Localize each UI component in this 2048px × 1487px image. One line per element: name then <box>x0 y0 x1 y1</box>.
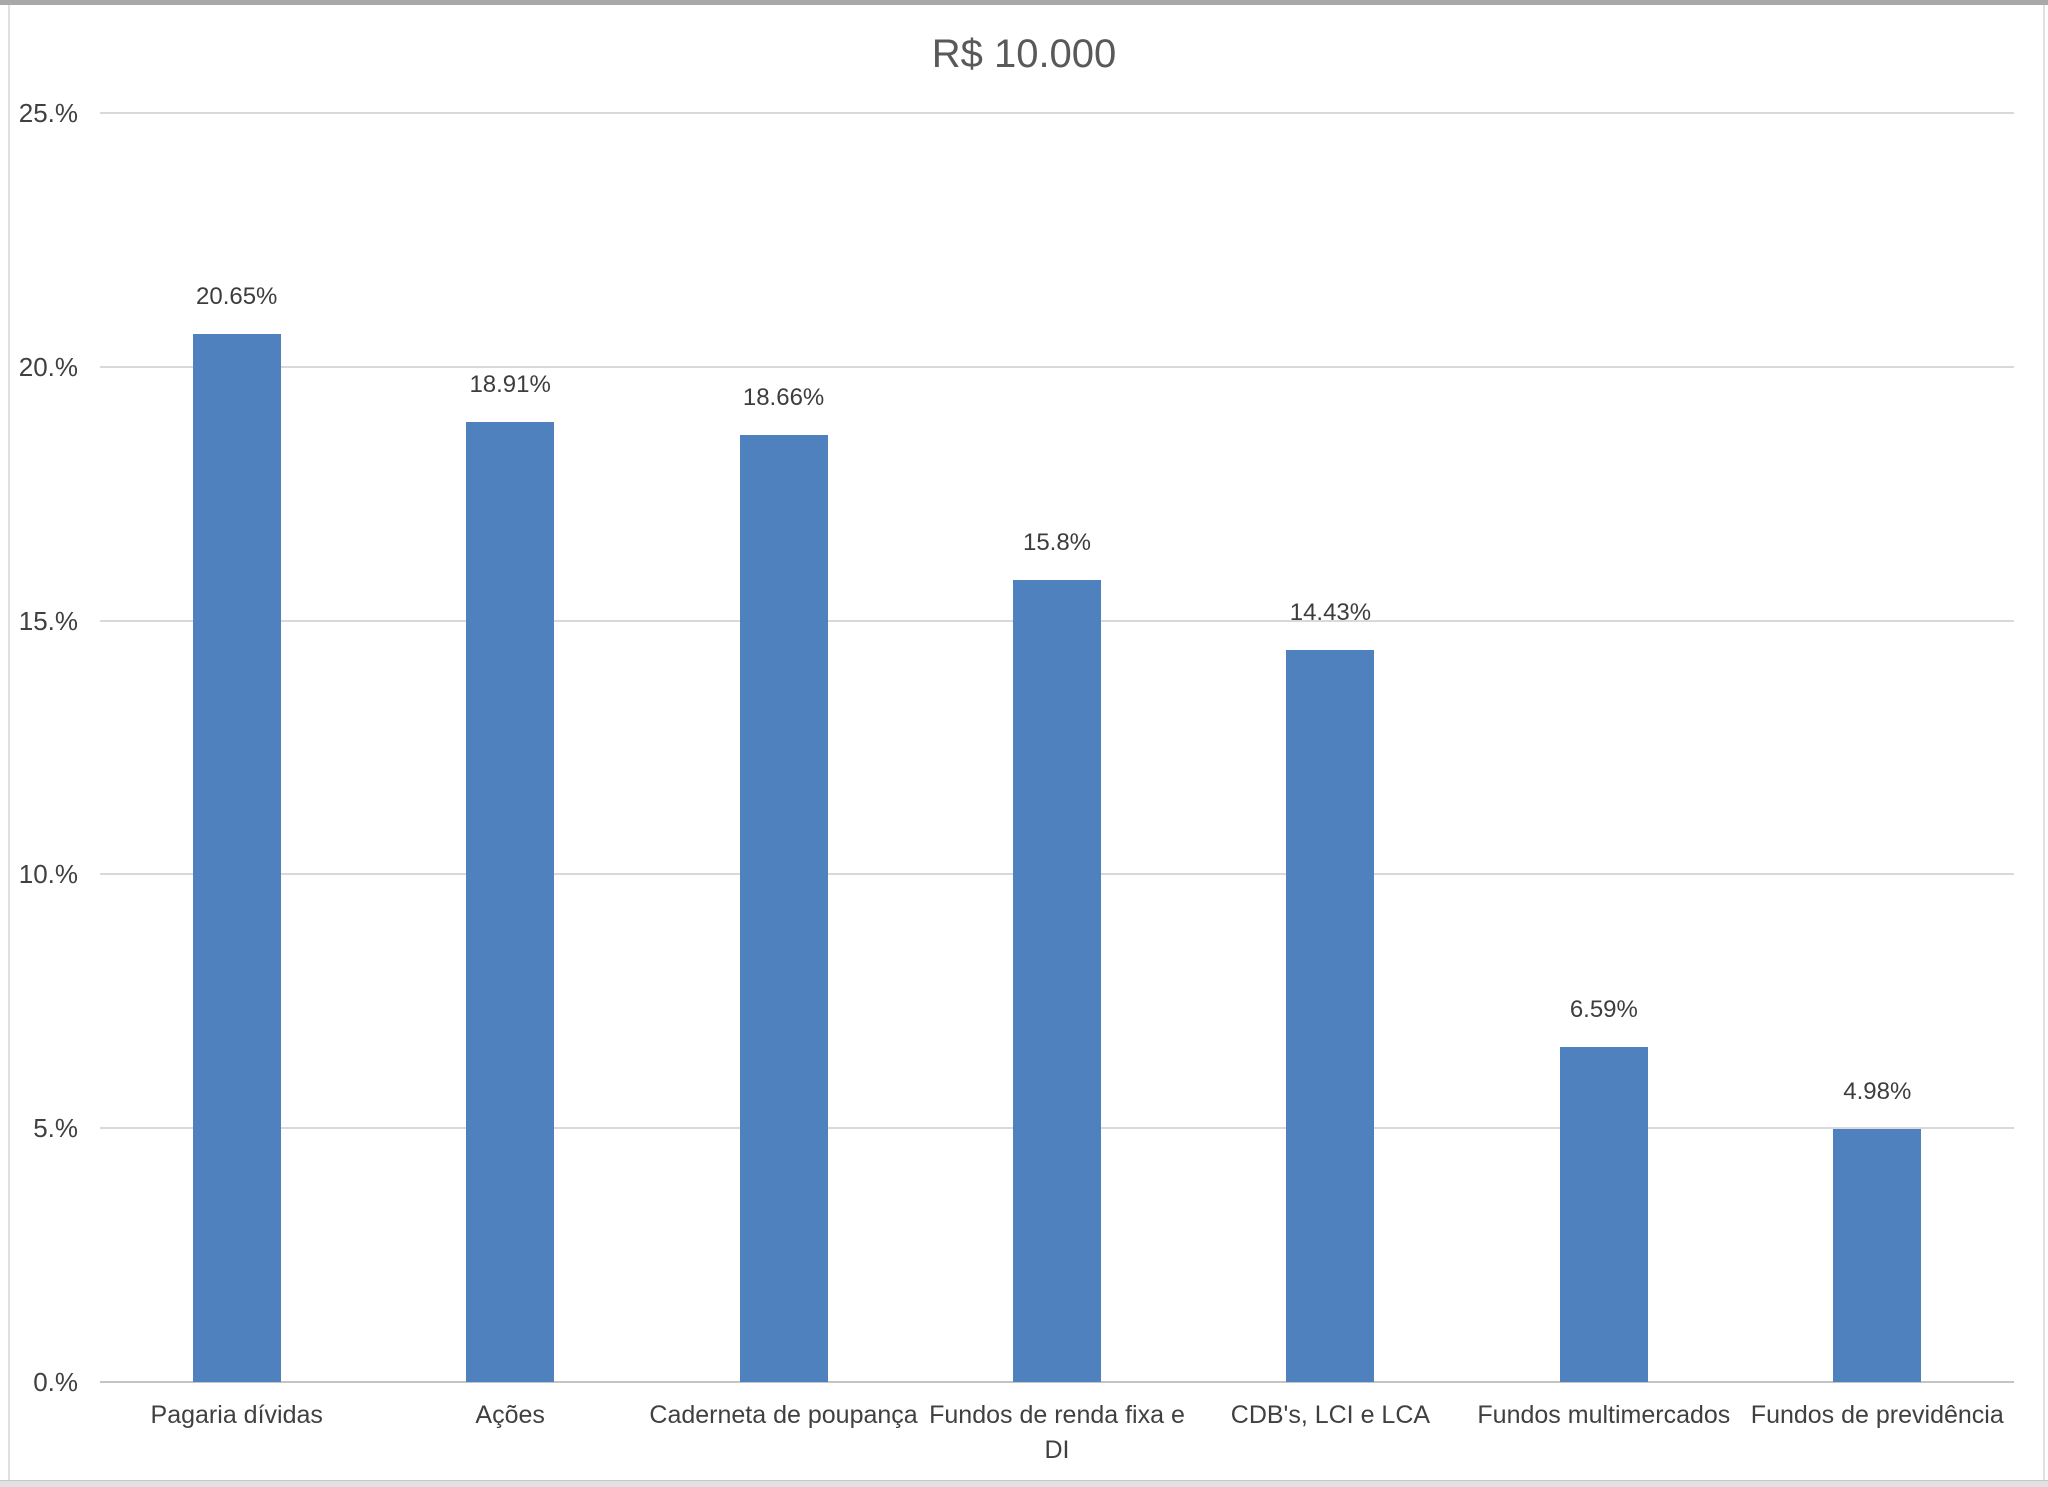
window-bottom-border <box>0 1480 2048 1487</box>
bar <box>192 333 281 1382</box>
gridline <box>100 112 2014 114</box>
bar <box>1559 1047 1648 1382</box>
chart-title: R$ 10.000 <box>931 32 1117 76</box>
bar <box>739 434 828 1382</box>
bar <box>1833 1129 1922 1382</box>
gridline <box>100 365 2014 368</box>
bar <box>1286 649 1375 1382</box>
x-category-label: Fundos multimercados <box>1477 1401 1731 1429</box>
x-category-label: CDB's, LCI e LCA <box>1230 1401 1431 1429</box>
window-top-border <box>0 0 2048 5</box>
y-tick-label: 0.% <box>33 1367 78 1397</box>
bar-value-label: 6.59% <box>1569 996 1638 1024</box>
y-tick-label: 10.% <box>18 859 78 890</box>
window-left-border <box>8 5 10 1480</box>
x-category-label: Pagaria dívidas <box>150 1401 323 1429</box>
bar <box>466 422 555 1382</box>
y-tick-label: 25.% <box>18 98 78 128</box>
x-category-label: Ações <box>475 1401 545 1429</box>
y-tick-label: 5.% <box>33 1113 78 1144</box>
bar-value-label: 18.91% <box>469 371 551 399</box>
y-tick-label: 20.% <box>18 351 78 382</box>
bar <box>1013 579 1101 1382</box>
window-right-border <box>2043 5 2045 1480</box>
x-category-label: Fundos de renda fixa e DI <box>929 1401 1185 1464</box>
bar-value-label: 20.65% <box>196 282 278 310</box>
bar-value-label: 18.66% <box>742 383 825 411</box>
bar-value-label: 14.43% <box>1289 598 1372 626</box>
bar-value-label: 15.8% <box>1022 528 1092 556</box>
x-category-label: Caderneta de poupança <box>649 1401 918 1429</box>
x-axis-line <box>100 1381 2014 1383</box>
bar-value-label: 4.98% <box>1843 1078 1912 1106</box>
x-category-label: Fundos de previdência <box>1750 1401 2004 1429</box>
y-tick-label: 15.% <box>18 605 78 636</box>
